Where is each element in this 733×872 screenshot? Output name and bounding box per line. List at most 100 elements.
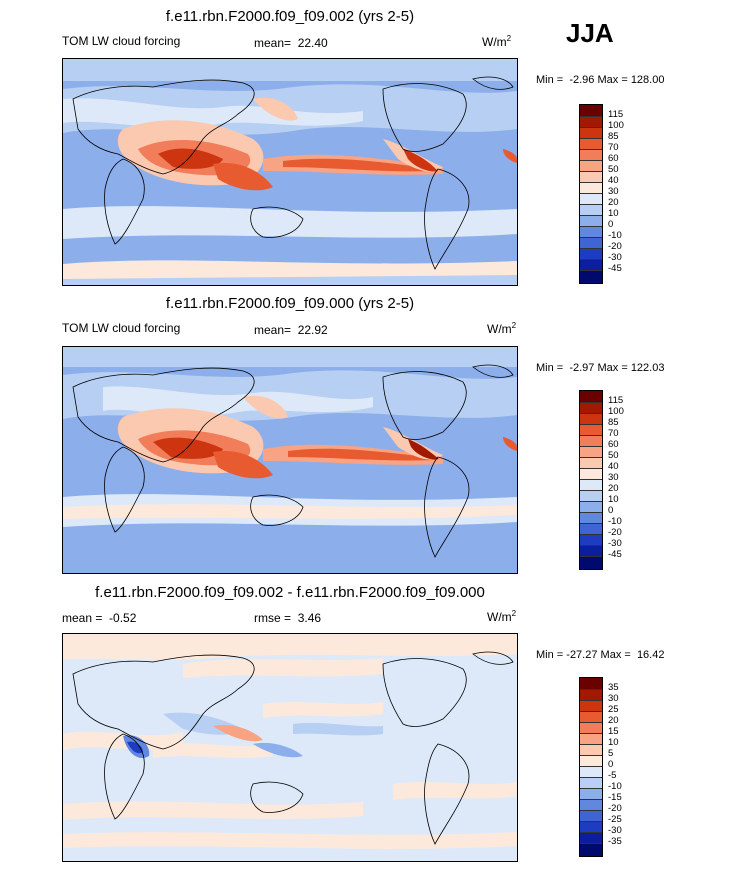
panel2-tick: 50	[608, 450, 619, 461]
panel1-tick: 100	[608, 120, 624, 131]
panel1-title: f.e11.rbn.F2000.f09_f09.002 (yrs 2-5)	[165, 8, 415, 25]
panel1-colorbar-swatch	[580, 183, 602, 194]
panel3-rmse-value: 3.46	[297, 611, 322, 625]
panel1-colorbar-swatch	[580, 205, 602, 216]
panel3-colorbar	[579, 677, 603, 857]
panel3-colorbar-swatch	[580, 800, 602, 811]
panel2-colorbar-swatch	[580, 480, 602, 491]
panel1-tick: 50	[608, 164, 619, 175]
panel1-colorbar-swatch	[580, 260, 602, 271]
panel2-colorbar-swatch	[580, 535, 602, 546]
panel1-tick: -20	[608, 241, 622, 252]
panel1-min-value: -2.96	[569, 74, 595, 86]
panel1-colorbar	[579, 104, 603, 284]
panel3-colorbar-swatch	[580, 844, 602, 856]
panel1-mean-value: 22.40	[297, 36, 328, 50]
panel1-tick: 20	[608, 197, 619, 208]
panel2-minmax: Min = -2.97 Max = 122.03	[536, 362, 664, 374]
panel3-title: f.e11.rbn.F2000.f09_f09.002 - f.e11.rbn.…	[95, 584, 485, 601]
panel1-tick: -10	[608, 230, 622, 241]
panel2-tick: 60	[608, 439, 619, 450]
panel1-colorbar-swatch	[580, 161, 602, 172]
panel2-tick: 0	[608, 505, 614, 516]
panel1-tick: 40	[608, 175, 619, 186]
panel2-min-label: Min =	[536, 362, 564, 374]
panel3-colorbar-swatch	[580, 734, 602, 745]
panel3-tick: -25	[608, 814, 622, 825]
panel2-variable-label: TOM LW cloud forcing	[62, 321, 181, 335]
panel3-min-label: Min =	[536, 649, 564, 661]
panel3-mean-label: mean =	[62, 611, 103, 625]
panel2-tick: -10	[608, 516, 622, 527]
panel2-max-label: Max =	[597, 362, 628, 374]
panel3-rmse-label: rmse =	[254, 611, 292, 625]
panel1-colorbar-swatch	[580, 238, 602, 249]
panel3-units-text: W/m	[487, 610, 512, 624]
panel3-map	[62, 633, 518, 862]
panel2-tick: 30	[608, 472, 619, 483]
panel2-tick: 10	[608, 494, 619, 505]
panel2-tick: -45	[608, 549, 622, 560]
panel3-tick: 30	[608, 693, 619, 704]
panel3-tick: -30	[608, 825, 622, 836]
panel1-tick: 10	[608, 208, 619, 219]
panel3-colorbar-swatch	[580, 756, 602, 767]
panel1-units: W/m2	[482, 34, 511, 49]
panel1-colorbar-swatch	[580, 117, 602, 128]
panel2-min-value: -2.97	[569, 362, 595, 374]
panel1-minmax: Min = -2.96 Max = 128.00	[536, 74, 664, 86]
panel1-colorbar-swatch	[580, 139, 602, 150]
panel2-mean-label: mean=	[254, 323, 292, 337]
panel1-tick: 30	[608, 186, 619, 197]
panel2-colorbar-swatch	[580, 469, 602, 480]
panel1-colorbar-swatch	[580, 150, 602, 161]
panel3-tick: 35	[608, 682, 619, 693]
panel1-tick: 60	[608, 153, 619, 164]
panel3-colorbar-swatch	[580, 833, 602, 844]
panel1-units-text: W/m	[482, 35, 507, 49]
panel3-tick: -15	[608, 792, 622, 803]
panel2-tick: -30	[608, 538, 622, 549]
panel2-map	[62, 346, 518, 574]
panel1-tick: 0	[608, 219, 614, 230]
panel3-minmax: Min = -27.27 Max = 16.42	[536, 649, 664, 661]
panel1-mean: mean= 22.40	[254, 36, 328, 50]
panel2-tick: -20	[608, 527, 622, 538]
panel1-max-label: Max =	[597, 74, 628, 86]
panel3-tick: -10	[608, 781, 622, 792]
panel3-map-svg	[63, 634, 517, 861]
panel1-tick: -45	[608, 263, 622, 274]
panel1-colorbar-swatch	[580, 194, 602, 205]
panel2-colorbar-swatch	[580, 425, 602, 436]
panel2-colorbar-swatch	[580, 546, 602, 557]
panel3-units: W/m2	[487, 609, 516, 624]
panel3-tick: -20	[608, 803, 622, 814]
panel2-colorbar-swatch	[580, 513, 602, 524]
panel2-tick: 85	[608, 417, 619, 428]
panel3-colorbar-swatch	[580, 822, 602, 833]
panel3-tick: -5	[608, 770, 617, 781]
panel2-tick: 70	[608, 428, 619, 439]
panel2-title: f.e11.rbn.F2000.f09_f09.000 (yrs 2-5)	[165, 295, 415, 312]
panel3-colorbar-swatch	[580, 712, 602, 723]
panel3-rmse: rmse = 3.46	[254, 611, 321, 625]
panel3-colorbar-swatch	[580, 690, 602, 701]
panel1-max-value: 128.00	[630, 74, 665, 86]
panel3-colorbar-swatch	[580, 701, 602, 712]
panel3-tick: 25	[608, 704, 619, 715]
panel2-map-svg	[63, 347, 517, 573]
panel1-colorbar-swatch	[580, 128, 602, 139]
panel2-tick: 20	[608, 483, 619, 494]
panel2-colorbar-swatch	[580, 557, 602, 569]
panel2-tick: 115	[608, 395, 624, 406]
panel2-mean: mean= 22.92	[254, 323, 328, 337]
panel1-units-sup: 2	[506, 34, 512, 43]
panel1-min-label: Min =	[536, 74, 564, 86]
panel3-colorbar-swatch	[580, 745, 602, 756]
panel1-colorbar-swatch	[580, 271, 602, 283]
panel1-tick: 115	[608, 109, 624, 120]
panel1-colorbar-swatch	[580, 216, 602, 227]
panel1-map-svg	[63, 59, 517, 285]
panel1-tick: 85	[608, 131, 619, 142]
panel2-colorbar-swatch	[580, 447, 602, 458]
